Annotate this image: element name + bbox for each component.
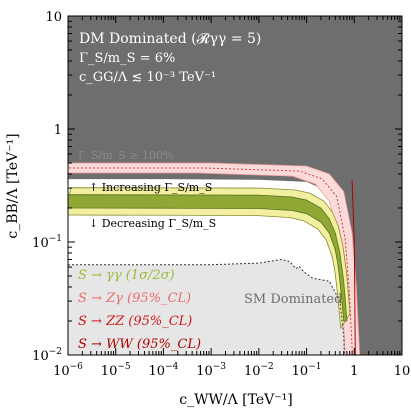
- x-tick-label: 10−5: [101, 362, 131, 379]
- zgamma-band: [68, 162, 361, 355]
- y-tick-label: 10−1: [32, 234, 62, 251]
- y-tick-label: 10−2: [32, 347, 62, 364]
- header-line3: c_GG/Λ ≲ 10⁻³ TeV⁻¹: [79, 70, 216, 85]
- legend-zz: S → ZZ (95%_CL): [78, 314, 192, 329]
- x-tick-label: 10−6: [53, 362, 83, 379]
- ww-limit-line: [351, 180, 356, 355]
- x-axis-label: c_WW/Λ [TeV⁻¹]: [179, 392, 292, 408]
- header-line1: DM Dominated (𝓡γγ = 5): [79, 31, 261, 47]
- y-tick-label: 10: [45, 10, 62, 25]
- zgamma-dotted-line: [68, 167, 353, 355]
- y-axis-label: c_BB/Λ [TeV⁻¹]: [5, 133, 21, 238]
- legend-gammagamma: S → γγ (1σ/2σ): [78, 268, 175, 283]
- increasing-width-label: ↑ Increasing Γ_S/m_S: [89, 181, 212, 194]
- sm-dominated-label: SM Dominated: [244, 292, 342, 307]
- y-tick-label: 1: [54, 123, 62, 138]
- decreasing-width-label: ↓ Decreasing Γ_S/m_S: [89, 217, 216, 230]
- width-limit-label: Γ_S/m_S ≥ 100%: [78, 149, 174, 162]
- x-tick-label: 1: [350, 364, 358, 379]
- legend-zgamma: S → Zγ (95%_CL): [78, 291, 191, 306]
- x-tick-label: 10−3: [196, 362, 226, 379]
- x-tick-label: 10−2: [244, 362, 274, 379]
- plot-frame: [67, 15, 403, 356]
- gamma-1sigma-band: [68, 194, 348, 322]
- axis-ticks: [67, 15, 403, 356]
- sm-boundary-dotted-line: [68, 258, 345, 355]
- legend-ww: S → WW (95%_CL): [78, 337, 201, 352]
- x-tick-label: 10−4: [149, 362, 179, 379]
- x-tick-label: 10−1: [292, 362, 322, 379]
- axis-tick-labels: 10−6 10−5 10−4 10−3 10−2 10−1 1 10 10−2 10−1 1 10: [32, 10, 410, 379]
- sm-dominated-region: [68, 259, 345, 355]
- x-tick-label: 10: [394, 364, 411, 379]
- header-line2: Γ_S/m_S = 6%: [79, 51, 175, 66]
